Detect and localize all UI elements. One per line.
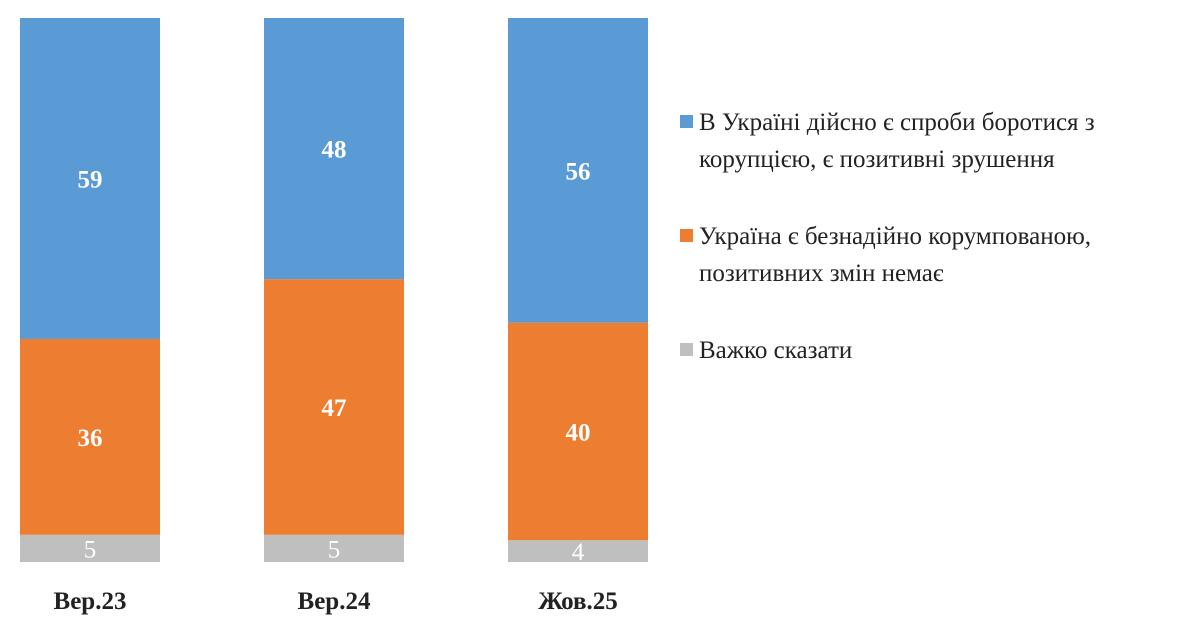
data-label-hard-to-say-1: 5 bbox=[84, 536, 97, 563]
data-label-positive-1: 59 bbox=[78, 166, 103, 193]
data-label-corrupt-3: 40 bbox=[566, 419, 591, 446]
bar-corrupt-2 bbox=[264, 279, 404, 535]
bar-positive-2 bbox=[264, 18, 404, 280]
legend-label-hard-to-say: Важко сказати bbox=[699, 337, 853, 364]
stacked-bar-chart: 5 36 59 Вер.23 5 47 48 Вер.24 4 40 56 Жов.25 bbox=[20, 18, 648, 615]
data-label-corrupt-2: 47 bbox=[322, 395, 347, 422]
legend-item-hard-to-say: Важко сказати bbox=[680, 332, 1180, 369]
bar-positive-3 bbox=[508, 18, 648, 323]
data-label-corrupt-1: 36 bbox=[78, 425, 103, 452]
data-label-positive-3: 56 bbox=[566, 158, 591, 185]
category-label-1: Вер.23 bbox=[54, 588, 127, 615]
legend-item-positive: В Україні дійсно є спроби боротися з кор… bbox=[680, 104, 1180, 178]
bar-hard-to-say-3 bbox=[508, 540, 648, 562]
bar-hard-to-say-1 bbox=[20, 534, 160, 562]
data-label-positive-2: 48 bbox=[322, 137, 347, 164]
bar-corrupt-1 bbox=[20, 338, 160, 535]
legend-swatch-positive bbox=[680, 115, 693, 128]
data-label-hard-to-say-3: 4 bbox=[572, 539, 585, 566]
bar-positive-1 bbox=[20, 18, 160, 339]
legend-label-positive: В Україні дійсно є спроби боротися з кор… bbox=[699, 109, 1095, 173]
legend: В Україні дійсно є спроби боротися з кор… bbox=[680, 104, 1180, 409]
data-label-hard-to-say-2: 5 bbox=[328, 536, 341, 563]
bar-corrupt-3 bbox=[508, 322, 648, 541]
legend-swatch-corrupt bbox=[680, 229, 693, 242]
category-label-2: Вер.24 bbox=[298, 588, 371, 615]
bar-hard-to-say-2 bbox=[264, 534, 404, 562]
legend-swatch-hard-to-say bbox=[680, 343, 693, 356]
legend-item-corrupt: Україна є безнадійно корумпованою, позит… bbox=[680, 218, 1180, 292]
category-label-3: Жов.25 bbox=[538, 588, 617, 615]
legend-label-corrupt: Україна є безнадійно корумпованою, позит… bbox=[699, 223, 1092, 287]
